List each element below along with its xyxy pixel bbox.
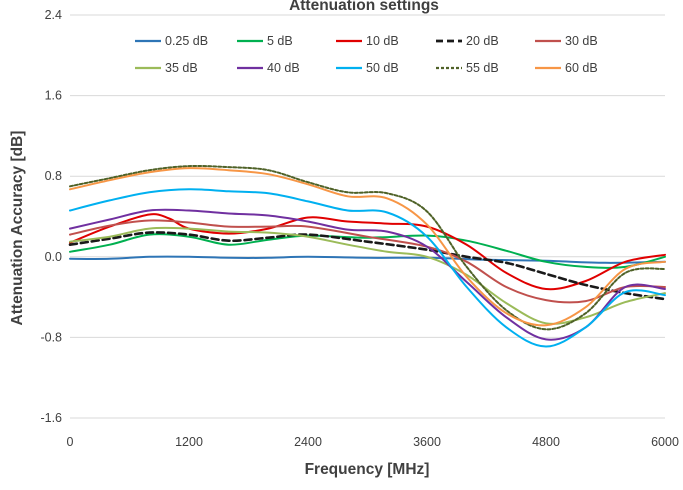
legend: 0.25 dB 5 dB 10 dB 20 dB 30 dB 35 dB 40 dB 50 d… <box>135 34 598 75</box>
series-line-40-db <box>69 208 666 341</box>
series-line-20-db <box>68 231 667 301</box>
legend-label: 10 dB <box>366 34 399 48</box>
y-tick-label: 0.0 <box>45 250 62 264</box>
x-tick-label: 4800 <box>532 435 560 449</box>
tick-labels: 2.4 1.6 0.8 0.0 -0.8 -1.6 0 1200 2400 3600 4800 600… <box>40 8 678 449</box>
y-tick-label: -0.8 <box>40 330 62 344</box>
legend-label: 50 dB <box>366 61 399 75</box>
series-line-30-db <box>69 219 666 304</box>
x-tick-label: 6000 <box>651 435 679 449</box>
legend-label: 30 dB <box>565 34 598 48</box>
grid-layer <box>70 14 665 419</box>
series-line-50-db <box>69 188 666 348</box>
legend-label: 60 dB <box>565 61 598 75</box>
legend-label: 55 dB <box>466 61 499 75</box>
legend-label: 5 dB <box>267 34 293 48</box>
y-axis-title: Attenuation Accuracy [dB] <box>9 131 26 326</box>
series-line-0-25-db <box>69 255 666 264</box>
series-line-10-db <box>69 213 666 291</box>
legend-label: 40 dB <box>267 61 300 75</box>
x-axis-title: Frequency [MHz] <box>305 461 430 478</box>
y-tick-label: 2.4 <box>45 8 62 22</box>
chart-title: Attenuation settings <box>289 0 439 14</box>
x-tick-label: 1200 <box>175 435 203 449</box>
series-line-35-db <box>69 226 666 325</box>
y-tick-label: 1.6 <box>45 89 62 103</box>
x-tick-label: 3600 <box>413 435 441 449</box>
series-layer <box>68 164 667 348</box>
series-line-60-db <box>69 167 666 327</box>
x-tick-label: 0 <box>67 435 74 449</box>
legend-label: 35 dB <box>165 61 198 75</box>
y-tick-label: 0.8 <box>45 169 62 183</box>
series-line-55-db <box>69 164 666 331</box>
legend-label: 0.25 dB <box>165 34 208 48</box>
y-tick-label: -1.6 <box>40 411 62 425</box>
x-tick-label: 2400 <box>294 435 322 449</box>
legend-label: 20 dB <box>466 34 499 48</box>
